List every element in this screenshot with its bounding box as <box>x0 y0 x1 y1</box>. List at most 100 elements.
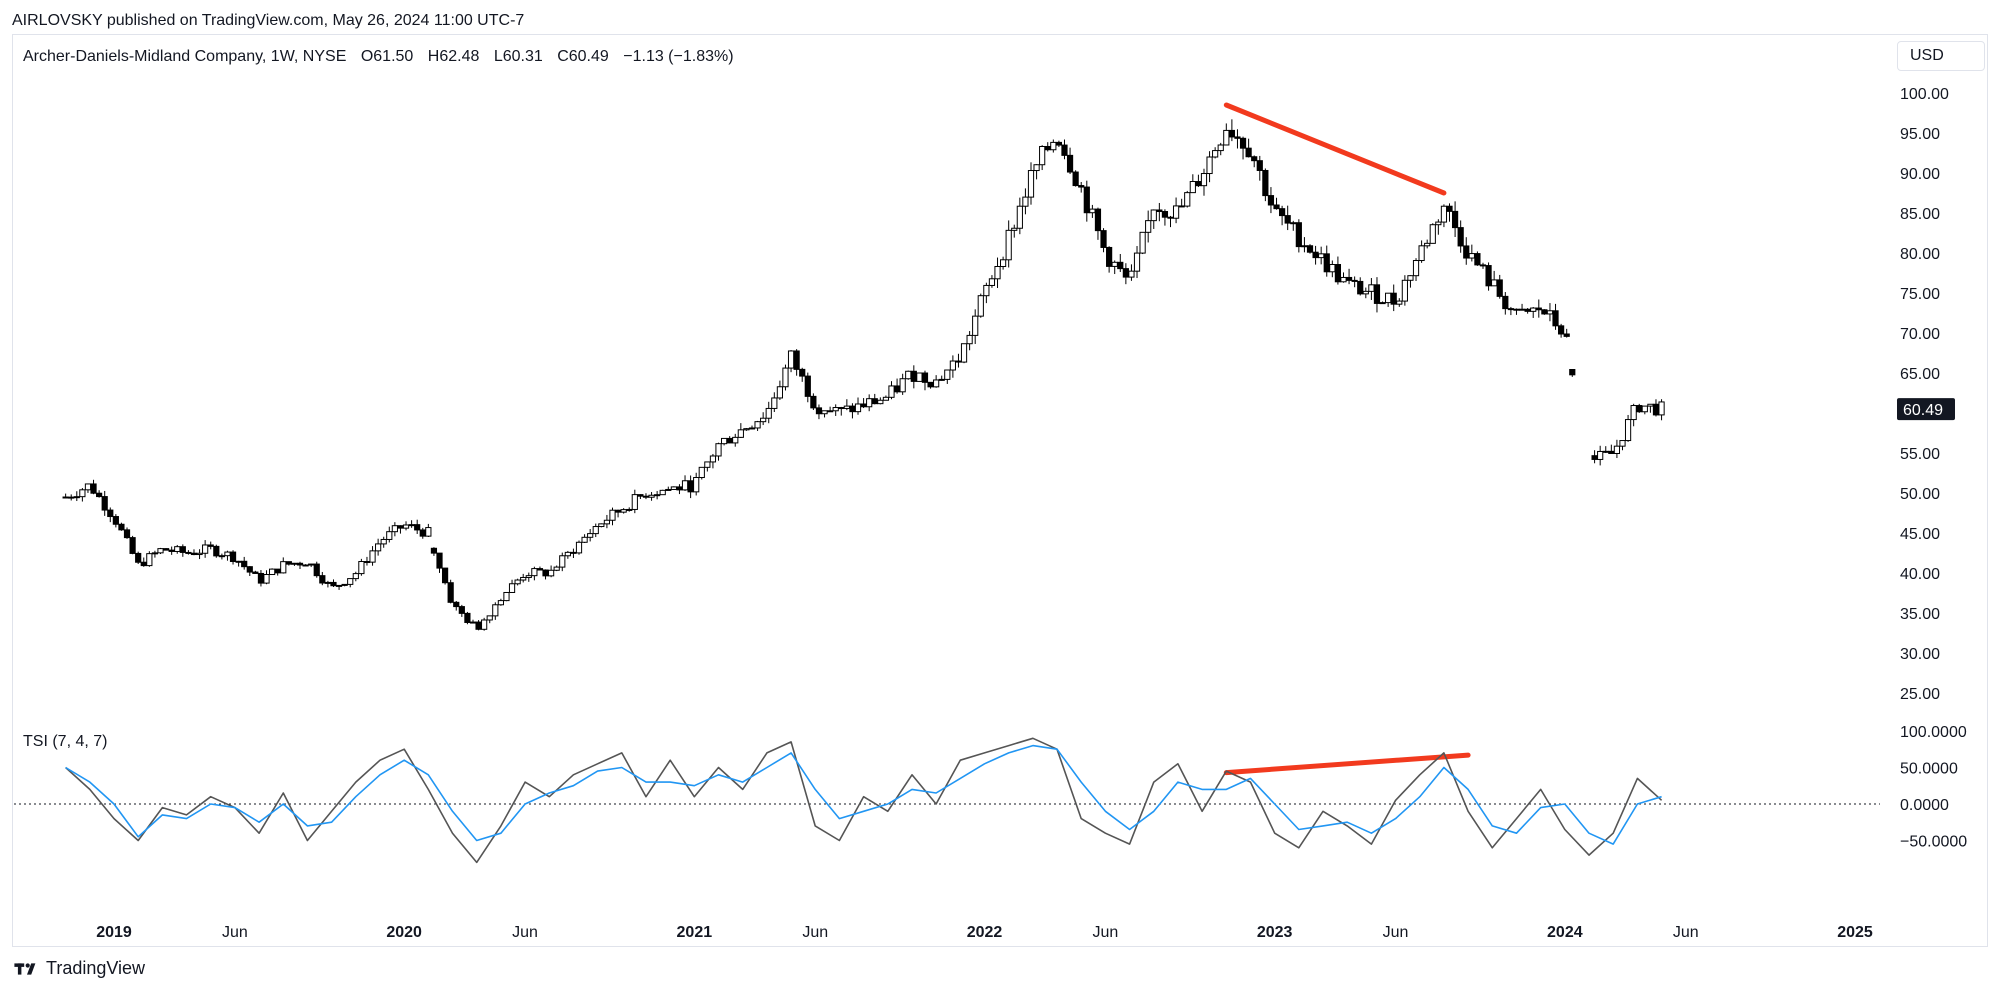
candle <box>458 604 465 617</box>
candle-body <box>709 455 717 463</box>
candle <box>681 475 689 491</box>
last-price-badge: 60.49 <box>1897 398 1955 421</box>
candle <box>603 514 611 529</box>
candle-body <box>229 551 237 562</box>
annotations-layer <box>1223 102 1471 776</box>
time-year-label: 2024 <box>1547 924 1583 941</box>
candle-body <box>737 429 744 438</box>
candle <box>893 378 901 394</box>
candle <box>609 507 616 526</box>
candle <box>1608 444 1615 454</box>
candle-body <box>1591 455 1598 460</box>
candle <box>302 564 309 567</box>
candle-body <box>860 403 867 408</box>
candle-body <box>899 378 906 393</box>
candle-body <box>202 544 209 554</box>
candle-body <box>631 494 638 510</box>
candle <box>1117 253 1124 273</box>
candle-body <box>1613 445 1621 454</box>
candle-body <box>849 405 856 413</box>
tsi-legend[interactable]: TSI (7, 4, 7) <box>23 733 108 750</box>
last-price-label: 60.49 <box>1903 402 1943 419</box>
candle-body <box>84 483 92 491</box>
candle <box>503 591 510 602</box>
candle <box>1624 414 1632 442</box>
price-tick-label: 75.00 <box>1900 286 1940 303</box>
candle-body <box>1569 369 1576 376</box>
candle-body <box>553 566 560 571</box>
price-axis[interactable]: 100.00 95.00 90.00 85.00 80.00 75.00 70.00 65.0… <box>1900 86 1949 703</box>
candle-body <box>598 523 605 528</box>
candle-body <box>196 552 203 556</box>
candle-body <box>1094 208 1102 232</box>
candle-body <box>1552 310 1559 327</box>
symbol-title[interactable]: Archer-Daniels-Midland Company, 1W, NYSE <box>23 48 347 65</box>
candle-body <box>62 496 69 499</box>
candle-body <box>893 385 901 393</box>
last-price-box <box>1897 398 1955 421</box>
candle <box>1284 205 1291 231</box>
candle-body <box>118 523 125 531</box>
candle-body <box>1474 253 1481 266</box>
candle <box>1463 237 1470 265</box>
candle <box>1630 403 1637 427</box>
candle <box>1491 270 1498 287</box>
candle <box>871 393 878 405</box>
candle <box>1424 239 1431 249</box>
candle-body <box>575 541 583 554</box>
candle <box>866 394 873 412</box>
candle-body <box>1178 205 1185 208</box>
candle <box>280 557 287 574</box>
candle-body <box>1200 173 1208 187</box>
candle <box>341 583 348 587</box>
candle-body <box>1435 221 1442 226</box>
candle <box>425 523 432 538</box>
time-axis[interactable]: 2019 Jun 2020 Jun 2021 Jun 2022 Jun 2023 Jun 2024 J… <box>96 924 1873 941</box>
candle-body <box>497 600 504 606</box>
candle <box>464 611 471 625</box>
currency-button[interactable]: USD <box>1897 41 1985 71</box>
candle <box>620 508 627 514</box>
candle <box>296 561 304 570</box>
candle <box>1223 123 1230 146</box>
candle <box>1078 182 1085 193</box>
candle <box>765 401 772 424</box>
candle <box>659 489 666 496</box>
candle-body <box>743 428 750 431</box>
candle <box>441 567 449 585</box>
candle <box>1357 277 1364 296</box>
footer-brand[interactable]: TradingView <box>14 958 145 979</box>
candle <box>129 535 136 555</box>
candle <box>1027 162 1035 205</box>
candle-body <box>1429 224 1436 244</box>
candle-body <box>1507 308 1514 311</box>
candle-body <box>492 604 499 617</box>
candle <box>815 404 823 420</box>
candle <box>1479 262 1487 269</box>
candle-body <box>637 494 644 497</box>
candle-body <box>252 571 259 574</box>
candle-body <box>1256 160 1263 171</box>
candle-body <box>1234 136 1241 139</box>
time-year-label: 2025 <box>1837 924 1873 941</box>
time-month-label: Jun <box>1383 924 1409 941</box>
time-month-label: Jun <box>802 924 828 941</box>
candle <box>118 522 125 531</box>
candle-body <box>1156 209 1163 213</box>
candle <box>1619 440 1626 451</box>
candle <box>202 540 209 558</box>
candle-body <box>453 601 460 608</box>
candle <box>1301 237 1308 253</box>
candle-body <box>402 524 410 529</box>
tsi-axis[interactable]: 100.0000 50.0000 0.0000 −50.0000 <box>1900 724 1967 850</box>
candle <box>760 412 767 426</box>
candle <box>810 393 817 411</box>
candle <box>352 571 359 582</box>
candle-body <box>391 525 398 533</box>
candle <box>1396 298 1403 307</box>
candle <box>1468 244 1475 262</box>
candle-body <box>174 546 181 552</box>
candle <box>966 331 973 351</box>
candle <box>905 370 912 380</box>
